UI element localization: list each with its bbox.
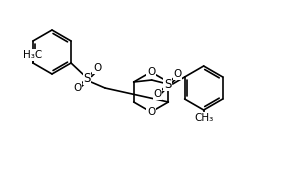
Text: O: O: [154, 89, 162, 99]
Text: S: S: [83, 72, 91, 84]
Text: O: O: [174, 69, 182, 79]
Text: H₃C: H₃C: [23, 50, 43, 60]
Text: O: O: [147, 107, 155, 117]
Text: CH₃: CH₃: [194, 113, 213, 123]
Text: S: S: [164, 78, 171, 90]
Text: O: O: [147, 67, 155, 77]
Text: O: O: [73, 83, 81, 93]
Text: O: O: [93, 63, 101, 73]
